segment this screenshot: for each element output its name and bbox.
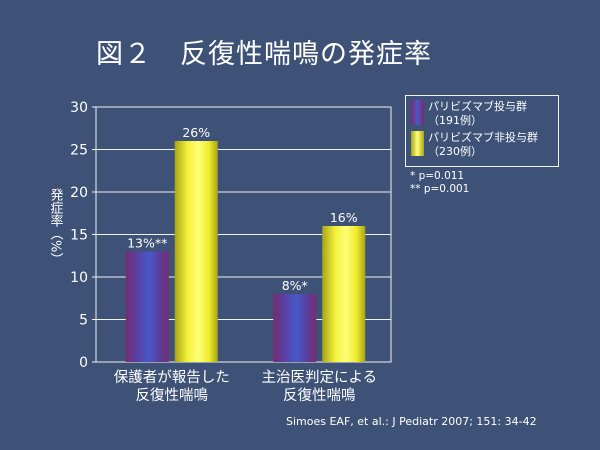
y-axis-label: 発症率（%）: [48, 188, 64, 265]
y-tick-label: 20: [70, 185, 88, 201]
legend: パリビズマブ投与群 （191例） パリビズマブ非投与群 （230例）: [405, 95, 559, 167]
legend-label-treated: パリビズマブ投与群: [428, 100, 527, 113]
bar: [322, 226, 366, 362]
y-axis-title: 発症率（%）: [48, 188, 64, 265]
x-category-label: 反復性喘鳴: [283, 387, 356, 404]
legend-sublabel-untreated: （230例）: [428, 145, 482, 158]
y-tick-label: 25: [70, 143, 88, 159]
bar-value-label: 26%: [182, 125, 210, 140]
x-category-label: 主治医判定による: [261, 369, 377, 386]
bar: [125, 251, 169, 362]
bar-value-label: 16%: [330, 210, 358, 225]
y-tick-label: 15: [70, 228, 88, 244]
bar-labels: 13%** 26% 8%* 16%: [127, 125, 358, 293]
p-value-single: * p=0.011: [410, 170, 465, 182]
legend-label-untreated: パリビズマブ非投与群: [428, 131, 538, 144]
bar-value-label: 13%**: [127, 236, 167, 251]
y-axis-ticks: 0 5 10 15 20 25 30: [70, 100, 96, 371]
y-tick-label: 30: [70, 100, 88, 116]
legend-sublabel-treated: （191例）: [428, 114, 482, 127]
x-category-label: 反復性喘鳴: [136, 387, 209, 404]
p-values: * p=0.011 ** p=0.001: [410, 170, 469, 196]
x-category-label: 保護者が報告した: [114, 369, 230, 386]
bars: [125, 141, 366, 362]
p-value-double: ** p=0.001: [410, 183, 470, 195]
y-tick-label: 0: [79, 355, 88, 371]
legend-swatch-purple: [411, 100, 424, 125]
y-tick-label: 10: [70, 270, 88, 286]
slide-title: 図２ 反復性喘鳴の発症率: [96, 39, 432, 70]
bar-value-label: 8%*: [282, 278, 308, 293]
legend-item-treated: パリビズマブ投与群 （191例）: [411, 100, 555, 128]
bar: [174, 141, 218, 362]
bar: [273, 294, 317, 362]
y-tick-label: 5: [79, 313, 88, 329]
legend-swatch-yellow: [411, 131, 424, 156]
legend-item-untreated: パリビズマブ非投与群 （230例）: [411, 131, 555, 159]
citation: Simoes EAF, et al.: J Pediatr 2007; 151:…: [286, 415, 537, 428]
